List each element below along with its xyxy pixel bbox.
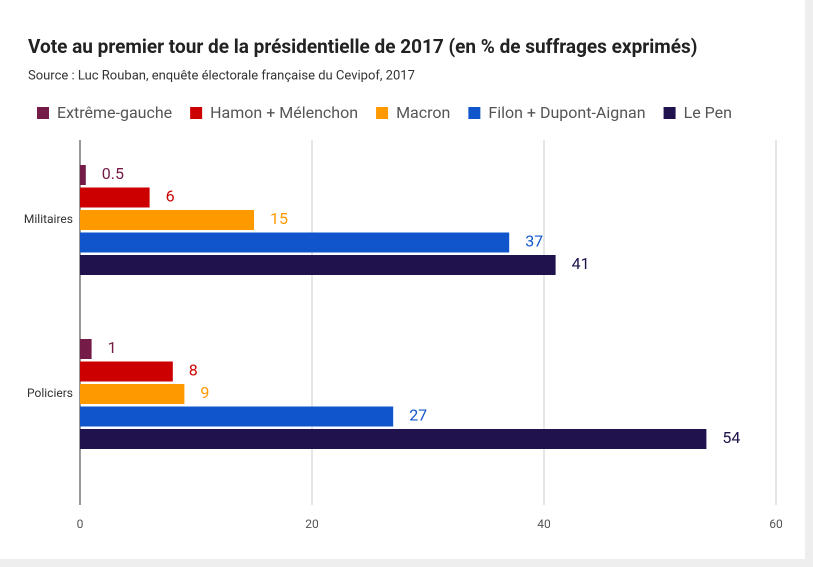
data-label: 6 (166, 187, 175, 206)
data-label: 37 (525, 232, 543, 251)
chart-title: Vote au premier tour de la présidentiell… (28, 35, 697, 58)
x-tick-label: 40 (537, 517, 551, 531)
chart-subtitle: Source : Luc Rouban, enquête électorale … (28, 68, 415, 83)
legend-label: Filon + Dupont-Aignan (488, 103, 645, 122)
legend-label: Hamon + Mélenchon (210, 103, 358, 122)
data-label: 1 (108, 338, 117, 357)
y-tick-label: Policiers (27, 386, 73, 400)
bar (80, 232, 510, 253)
bar (80, 429, 707, 449)
x-tick-label: 0 (77, 517, 84, 531)
x-tick-label: 20 (305, 517, 319, 531)
bar (80, 187, 150, 208)
legend-label: Le Pen (684, 103, 732, 122)
bar (80, 255, 556, 275)
data-label: 0.5 (102, 164, 124, 183)
bar (80, 210, 254, 230)
data-label: 15 (270, 209, 288, 228)
legend-swatch (468, 107, 481, 119)
legend-swatch (37, 107, 49, 119)
bar (80, 406, 394, 427)
legend-label: Extrême-gauche (57, 103, 172, 122)
data-label: 8 (189, 361, 198, 380)
bar (80, 339, 92, 359)
legend-swatch (190, 107, 203, 119)
x-tick-label: 60 (769, 517, 783, 531)
data-label: 27 (409, 406, 427, 425)
legend-label: Macron (396, 103, 450, 122)
bar (80, 384, 185, 404)
legend-swatch (376, 107, 389, 119)
legend-swatch (663, 107, 676, 119)
data-label: 41 (572, 254, 590, 273)
data-label: 9 (200, 383, 209, 402)
chart-background (0, 0, 805, 559)
bar (80, 165, 86, 185)
bar (80, 361, 173, 382)
data-label: 54 (722, 428, 740, 447)
y-tick-label: Militaires (24, 212, 73, 226)
